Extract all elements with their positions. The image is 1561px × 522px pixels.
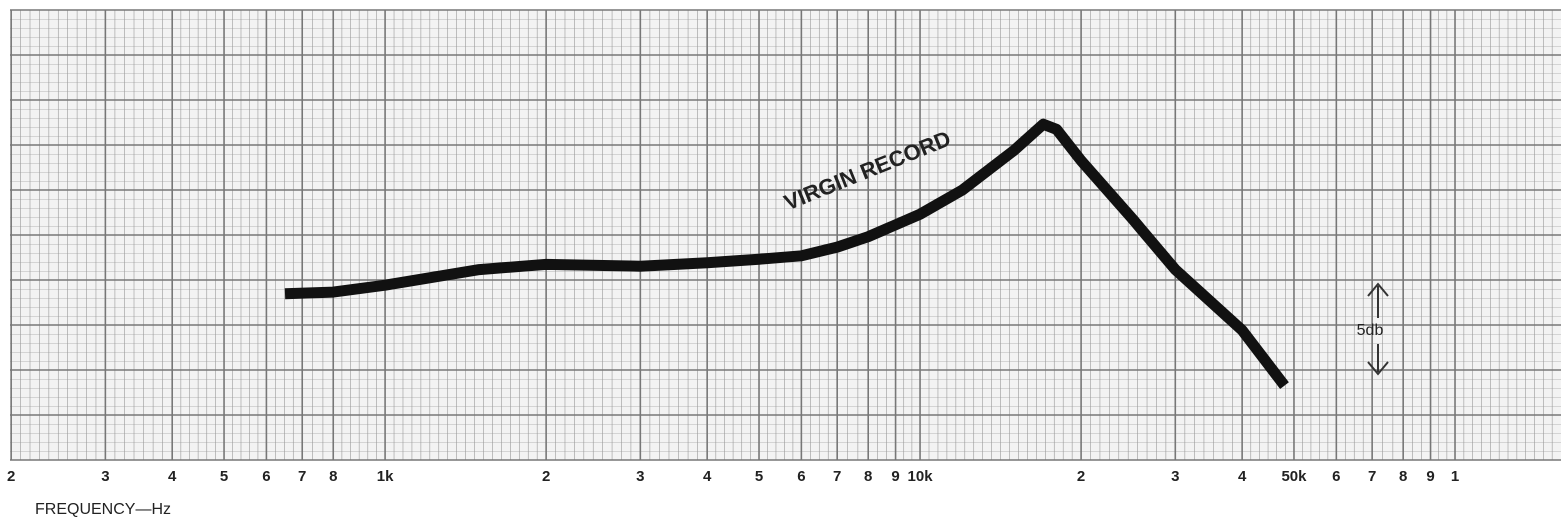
x-tick-label: 3 xyxy=(636,468,644,485)
plot xyxy=(284,118,1289,389)
x-tick-label: 3 xyxy=(1171,468,1179,485)
x-tick-label: 4 xyxy=(1238,468,1247,485)
x-tick-label: 6 xyxy=(262,468,270,485)
x-tick-label: 2 xyxy=(542,468,550,485)
x-tick-label: 9 xyxy=(1426,468,1434,485)
x-tick-label: 1 xyxy=(1451,468,1459,485)
x-axis-label: FREQUENCY—Hz xyxy=(35,501,171,518)
x-tick-label: 50k xyxy=(1281,468,1307,485)
x-tick-label: 8 xyxy=(864,468,872,485)
grid xyxy=(10,9,1561,461)
x-tick-label: 7 xyxy=(833,468,841,485)
x-tick-label: 3 xyxy=(101,468,109,485)
x-tick-label: 10k xyxy=(908,468,934,485)
scale-marker xyxy=(1367,282,1389,376)
x-tick-label: 8 xyxy=(329,468,337,485)
x-tick-label: 9 xyxy=(891,468,899,485)
scale-label: 5db xyxy=(1357,322,1384,339)
x-tick-label: 7 xyxy=(298,468,306,485)
x-tick-label: 2 xyxy=(7,468,15,485)
x-tick-label: 6 xyxy=(1332,468,1340,485)
x-tick-label: 5 xyxy=(755,468,763,485)
x-tick-label: 8 xyxy=(1399,468,1407,485)
curve xyxy=(284,118,1289,389)
x-tick-label: 2 xyxy=(1077,468,1085,485)
x-tick-label: 5 xyxy=(220,468,228,485)
x-tick-label: 7 xyxy=(1368,468,1376,485)
x-tick-label: 6 xyxy=(797,468,805,485)
x-tick-label: 1k xyxy=(377,468,394,485)
x-tick-label: 4 xyxy=(168,468,177,485)
x-tick-label: 4 xyxy=(703,468,712,485)
